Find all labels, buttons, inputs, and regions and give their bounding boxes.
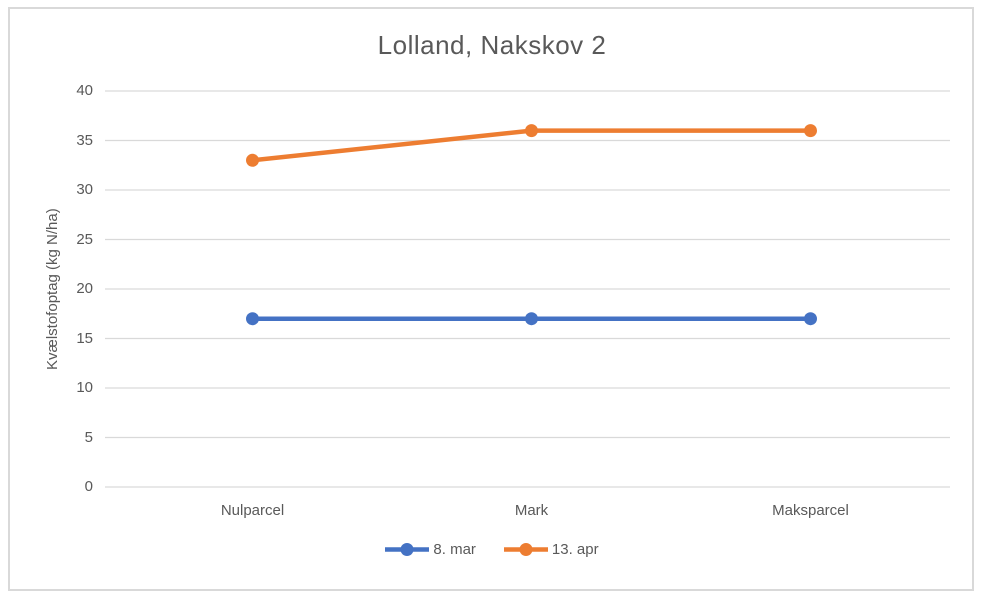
legend-marker-icon [385, 543, 430, 556]
data-point-marker [804, 124, 817, 138]
y-tick-label: 20 [76, 280, 93, 297]
y-tick-label: 35 [76, 131, 93, 149]
y-tick-label: 0 [84, 478, 93, 495]
data-point-marker [525, 124, 538, 138]
data-point-marker [525, 312, 538, 326]
legend-label: 13. apr [551, 541, 599, 558]
legend: 8. mar 13. apr [0, 541, 984, 558]
legend-marker-icon [503, 543, 548, 556]
x-axis-label: Nulparcel [220, 502, 285, 519]
data-point-marker [246, 312, 259, 326]
chart-border [8, 7, 974, 591]
legend-label: 8. mar [433, 541, 476, 558]
y-tick-label: 10 [76, 379, 93, 396]
y-tick-label: 25 [76, 230, 93, 248]
x-axis-label: Maksparcel [772, 502, 849, 519]
y-tick-label: 5 [84, 428, 93, 446]
legend-item-0: 8. mar [385, 541, 476, 558]
y-tick-label: 30 [76, 181, 93, 198]
y-tick-label: 15 [76, 329, 93, 347]
data-point-marker [804, 312, 817, 326]
y-tick-label: 40 [76, 82, 93, 99]
legend-item-1: 13. apr [503, 541, 599, 558]
data-point-marker [246, 153, 259, 167]
chart-title: Lolland, Nakskov 2 [377, 30, 607, 60]
x-axis-label: Mark [514, 502, 549, 519]
